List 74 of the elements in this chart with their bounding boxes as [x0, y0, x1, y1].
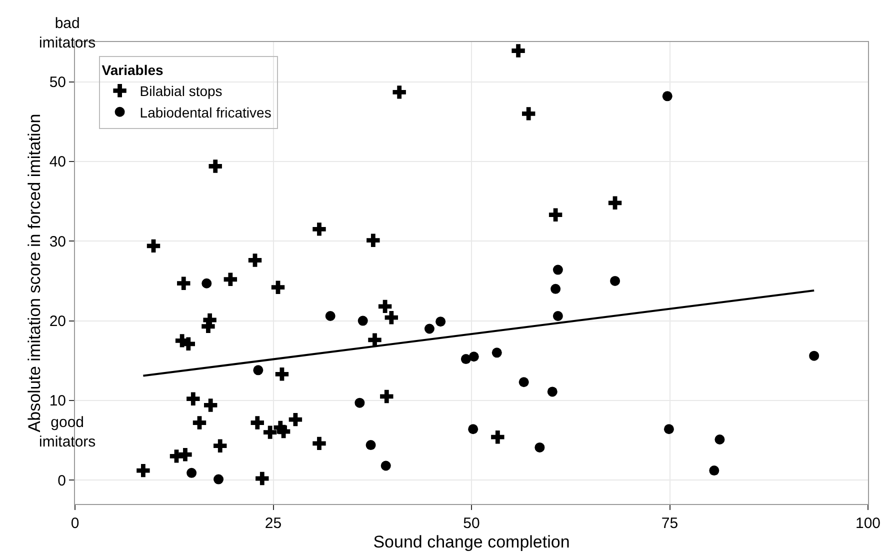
point	[534, 442, 545, 452]
legend-label: Bilabial stops	[140, 83, 222, 100]
point	[186, 468, 197, 478]
point	[380, 390, 394, 404]
point	[204, 398, 218, 412]
point	[522, 107, 536, 120]
x-tick-label: 25	[264, 515, 282, 532]
point	[214, 474, 224, 484]
point	[366, 440, 376, 450]
point	[202, 278, 212, 288]
y-tick-label: 30	[49, 233, 66, 250]
point	[366, 234, 380, 247]
x-tick-label: 75	[661, 515, 678, 532]
point	[178, 448, 192, 462]
point	[224, 272, 238, 286]
point	[552, 264, 563, 275]
y-tick-label: 20	[49, 313, 66, 330]
point	[214, 439, 227, 452]
point	[271, 280, 285, 294]
point	[491, 430, 504, 444]
point	[809, 350, 820, 361]
point	[518, 377, 529, 388]
point	[664, 424, 674, 434]
point	[512, 44, 525, 58]
point	[208, 160, 222, 173]
point	[250, 416, 264, 430]
x-tick-label: 0	[70, 515, 80, 532]
point	[608, 196, 622, 210]
x-axis-title: Sound change completion	[373, 532, 570, 552]
point	[610, 276, 620, 286]
point	[492, 348, 502, 358]
point	[436, 316, 446, 327]
y-tick-label: 50	[49, 74, 66, 92]
point	[384, 311, 398, 324]
point	[468, 424, 478, 434]
point	[709, 466, 720, 476]
annotation: bad imitators	[39, 15, 96, 52]
point	[288, 412, 302, 426]
point	[368, 333, 382, 347]
point	[312, 436, 326, 450]
point	[275, 368, 289, 381]
point	[468, 352, 479, 362]
y-tick-label: 40	[49, 154, 66, 171]
point	[186, 392, 200, 406]
point	[263, 426, 277, 439]
legend-label: Labiodental fricatives	[140, 104, 272, 120]
point	[547, 386, 558, 397]
point	[146, 239, 160, 253]
point	[248, 254, 262, 267]
point	[256, 472, 269, 486]
legend-title: Variables	[102, 62, 164, 78]
point	[662, 91, 672, 102]
point	[380, 460, 391, 471]
point	[177, 276, 190, 290]
point	[392, 86, 406, 99]
point	[550, 284, 561, 294]
point	[714, 434, 725, 444]
point	[354, 398, 365, 408]
point	[276, 424, 290, 438]
x-tick-label: 100	[855, 515, 881, 532]
point	[378, 300, 392, 314]
point	[548, 208, 562, 222]
y-tick-label: 0	[58, 472, 66, 490]
point	[192, 416, 206, 430]
point	[424, 324, 434, 334]
x-tick-label: 50	[463, 515, 480, 532]
point	[253, 365, 264, 376]
point	[136, 464, 150, 478]
point	[358, 316, 368, 326]
point	[460, 354, 471, 364]
point	[325, 311, 336, 322]
y-tick-label: 10	[49, 392, 66, 410]
point	[312, 222, 326, 236]
point	[552, 311, 563, 322]
